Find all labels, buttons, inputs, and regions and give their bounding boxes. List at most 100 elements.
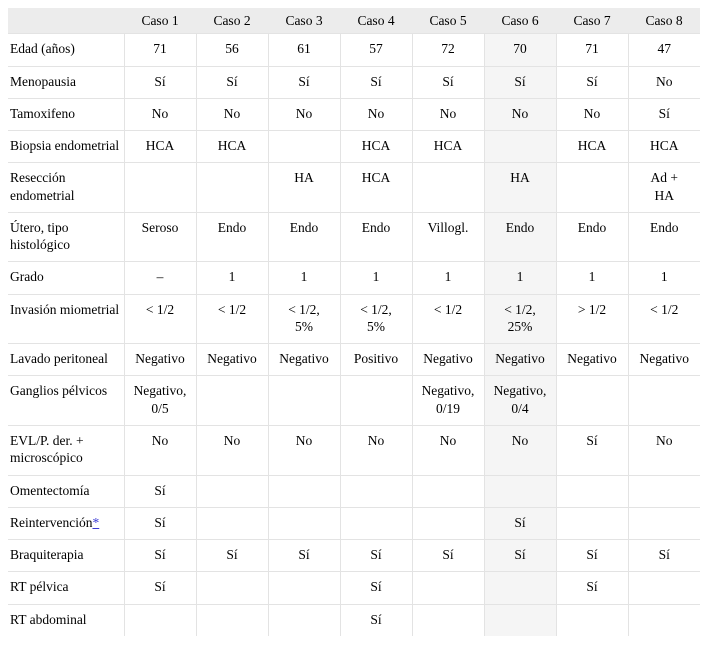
table-cell: Negativo, 0/5 xyxy=(123,375,196,426)
table-cell: Endo xyxy=(267,211,340,262)
table-cell: HCA xyxy=(123,130,196,163)
column-header: Caso 5 xyxy=(412,8,484,34)
table-cell xyxy=(267,130,340,163)
table-cell: Sí xyxy=(339,571,412,605)
table-cell: HCA xyxy=(627,130,700,163)
table-cell xyxy=(195,162,268,213)
table-cell: HCA xyxy=(339,162,412,213)
table-cell: No xyxy=(411,97,484,131)
row-label-text: Invasión miometrial xyxy=(10,301,120,317)
table-cell xyxy=(627,603,700,636)
table-cell: Endo xyxy=(627,211,700,262)
table-cell xyxy=(411,603,484,636)
table-cell: Sí xyxy=(195,539,268,572)
table-cell: Sí xyxy=(483,65,556,99)
table-cell: No xyxy=(195,424,268,476)
table-cell: Villogl. xyxy=(411,211,484,262)
row-label: Grado xyxy=(8,261,124,295)
table-cell xyxy=(195,375,268,426)
table-cell xyxy=(411,571,484,605)
table-row: Menopausia Sí Sí Sí Sí Sí Sí Sí No xyxy=(8,65,700,99)
column-header: Caso 4 xyxy=(340,8,412,34)
table-cell: Seroso xyxy=(123,211,196,262)
table-cell xyxy=(483,130,556,163)
table-cell xyxy=(483,603,556,636)
table-cell: No xyxy=(195,97,268,131)
table-cell xyxy=(123,603,196,636)
row-label: Resección endometrial xyxy=(8,162,124,213)
table-cell: 1 xyxy=(195,261,268,295)
footnote-asterisk-link[interactable]: * xyxy=(92,514,100,530)
table-cell: Negativo xyxy=(123,343,196,376)
table-cell xyxy=(267,506,340,540)
row-label-text: Braquiterapia xyxy=(10,547,84,563)
table-cell: No xyxy=(483,424,556,476)
table-row: RT abdominal Sí xyxy=(8,603,700,636)
table-cell: No xyxy=(627,424,700,476)
row-label: Lavado peritoneal xyxy=(8,343,124,376)
table-cell xyxy=(339,375,412,426)
table-cell xyxy=(555,162,628,213)
table-cell: No xyxy=(411,424,484,476)
table-cell xyxy=(267,571,340,605)
table-cell: 1 xyxy=(411,261,484,295)
row-label: Omentectomía xyxy=(8,474,124,508)
table-cell xyxy=(483,571,556,605)
table-cell: Sí xyxy=(267,539,340,572)
table-cell: < 1/2 xyxy=(411,293,484,344)
table-cell: Negativo xyxy=(411,343,484,376)
table-cell: HCA xyxy=(195,130,268,163)
row-label: RT pélvica xyxy=(8,571,124,605)
row-label-text: Lavado peritoneal xyxy=(10,351,108,367)
table-cell: 1 xyxy=(267,261,340,295)
table-cell: No xyxy=(267,424,340,476)
table-row: Braquiterapia Sí Sí Sí Sí Sí Sí Sí Sí xyxy=(8,539,700,572)
table-cell xyxy=(555,506,628,540)
row-label: RT abdominal xyxy=(8,603,124,636)
row-label-text: Biopsia endometrial xyxy=(10,138,120,154)
table-cell: 1 xyxy=(339,261,412,295)
table-cell xyxy=(195,474,268,508)
corner-header xyxy=(8,8,124,34)
table-cell: No xyxy=(123,97,196,131)
row-label-text: Resección endometrial xyxy=(10,170,75,203)
table-cell: Sí xyxy=(267,65,340,99)
table-cell: HCA xyxy=(339,130,412,163)
row-label: Biopsia endometrial xyxy=(8,130,124,163)
table-cell: Negativo xyxy=(555,343,628,376)
table-cell: Sí xyxy=(555,65,628,99)
table-cell: < 1/2, 5% xyxy=(267,293,340,344)
table-cell: 1 xyxy=(627,261,700,295)
table-cell: Sí xyxy=(627,539,700,572)
table-cell: 56 xyxy=(195,33,268,67)
table-cell: No xyxy=(267,97,340,131)
table-cell: 1 xyxy=(555,261,628,295)
table-row: Resección endometrial HA HCA HA Ad + HA xyxy=(8,162,700,213)
table-cell: Sí xyxy=(123,539,196,572)
table-cell: Sí xyxy=(339,65,412,99)
table-cell: 61 xyxy=(267,33,340,67)
table-cell: Sí xyxy=(555,424,628,476)
table-cell: Endo xyxy=(195,211,268,262)
column-header: Caso 7 xyxy=(556,8,628,34)
table-cell: Sí xyxy=(483,539,556,572)
table-row: Grado –1 1 1 1 1 1 1 xyxy=(8,261,700,295)
table-cell: Negativo xyxy=(267,343,340,376)
table-cell xyxy=(123,162,196,213)
table-cell: – xyxy=(123,261,196,295)
table-cell: HCA xyxy=(411,130,484,163)
row-label-text: RT pélvica xyxy=(10,579,69,595)
column-header: Caso 6 xyxy=(484,8,556,34)
row-label-text: Edad (años) xyxy=(10,41,75,57)
table-cell: No xyxy=(339,424,412,476)
table-cell: HA xyxy=(483,162,556,213)
table-cell: Negativo xyxy=(627,343,700,376)
table-row: Reintervención* Sí Sí xyxy=(8,506,700,540)
column-header: Caso 1 xyxy=(124,8,196,34)
row-label: Edad (años) xyxy=(8,33,124,67)
table-cell: Sí xyxy=(555,571,628,605)
row-label-text: Reintervención xyxy=(10,514,93,530)
column-header: Caso 2 xyxy=(196,8,268,34)
table-body: Edad (años) 71 56 61 57 72 70 71 47 Menopausia Sí S… xyxy=(8,33,700,636)
table-cell: Sí xyxy=(627,97,700,131)
